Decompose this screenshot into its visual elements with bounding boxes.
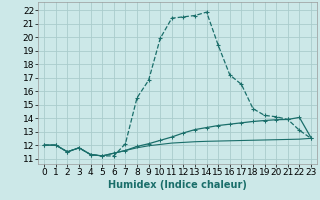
X-axis label: Humidex (Indice chaleur): Humidex (Indice chaleur) — [108, 180, 247, 190]
